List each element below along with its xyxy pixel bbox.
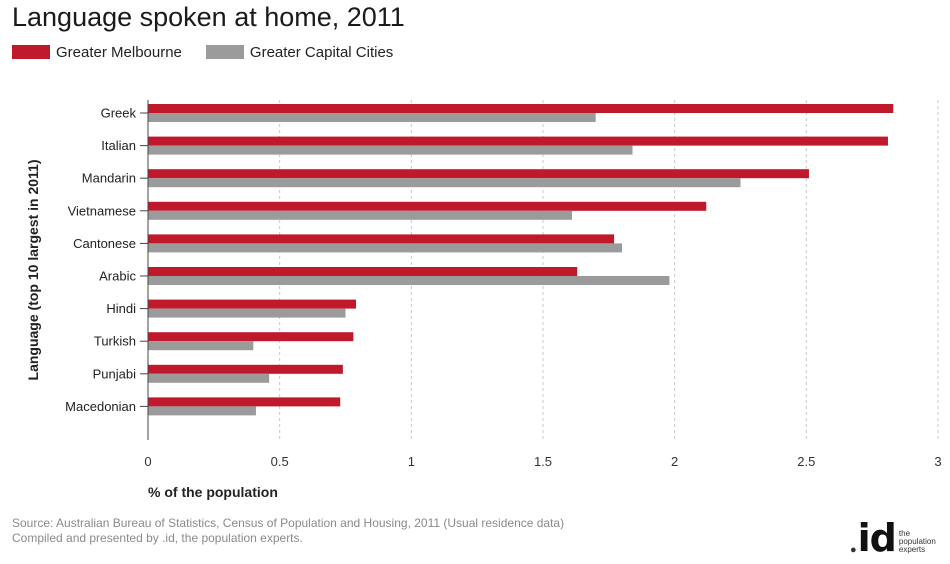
- category-label: Turkish: [94, 334, 136, 349]
- logo-dot: ●: [850, 544, 857, 556]
- bar-melbourne: [148, 169, 809, 179]
- bar-melbourne: [148, 299, 357, 309]
- chart-title: Language spoken at home, 2011: [12, 2, 405, 32]
- category-label: Cantonese: [73, 236, 136, 251]
- category-label: Greek: [101, 106, 137, 121]
- bar-melbourne: [148, 364, 343, 374]
- x-tick-label: 0.5: [271, 454, 289, 469]
- y-axis-title: Language (top 10 largest in 2011): [25, 160, 41, 381]
- category-label: Vietnamese: [68, 203, 136, 218]
- logo-tagline: the population experts: [898, 529, 936, 554]
- category-label: Hindi: [106, 301, 136, 316]
- category-label: Italian: [101, 138, 136, 153]
- category-label: Mandarin: [82, 171, 136, 186]
- legend-item-melbourne: Greater Melbourne: [12, 44, 182, 61]
- legend-item-capitals: Greater Capital Cities: [205, 43, 394, 61]
- bar-melbourne: [148, 136, 888, 146]
- legend-swatch-capitals: [205, 45, 244, 59]
- bar-capitals: [148, 243, 622, 253]
- x-tick-label: 0: [144, 454, 151, 469]
- bar-capitals: [148, 276, 670, 285]
- bar-capitals: [148, 373, 270, 383]
- bar-melbourne: [148, 397, 341, 407]
- category-label: Arabic: [99, 269, 136, 284]
- source-note: Source: Australian Bureau of Statistics,…: [12, 516, 564, 546]
- x-tick-label: 1: [408, 454, 415, 469]
- bar-melbourne: [148, 104, 894, 113]
- bar-melbourne: [148, 234, 615, 244]
- x-axis-title: % of the population: [148, 484, 278, 500]
- x-tick-label: 2: [671, 454, 678, 469]
- legend-swatch-melbourne: [12, 45, 50, 59]
- legend: Greater Melbourne Greater Capital Cities: [12, 42, 417, 62]
- legend-label-capitals: Greater Capital Cities: [249, 43, 394, 61]
- source-line-2: Compiled and presented by .id, the popul…: [12, 531, 303, 545]
- legend-label-melbourne: Greater Melbourne: [56, 43, 182, 61]
- bar-capitals: [148, 406, 256, 416]
- bar-capitals: [148, 178, 741, 188]
- bar-capitals: [148, 341, 254, 351]
- x-tick-label: 1.5: [534, 454, 552, 469]
- bar-capitals: [148, 210, 572, 220]
- bar-capitals: [148, 113, 596, 122]
- x-tick-label: 2.5: [797, 454, 815, 469]
- id-logo: ● id the population experts: [850, 514, 943, 560]
- logo-mark: id: [857, 516, 897, 560]
- bar-melbourne: [148, 332, 354, 342]
- bar-capitals: [148, 308, 346, 318]
- bar-melbourne: [148, 201, 707, 211]
- bar-capitals: [148, 145, 633, 155]
- category-label: Macedonian: [65, 399, 136, 414]
- source-line-1: Source: Australian Bureau of Statistics,…: [12, 516, 565, 530]
- category-label: Punjabi: [93, 366, 136, 381]
- bar-melbourne: [148, 267, 578, 276]
- x-tick-label: 3: [934, 454, 941, 469]
